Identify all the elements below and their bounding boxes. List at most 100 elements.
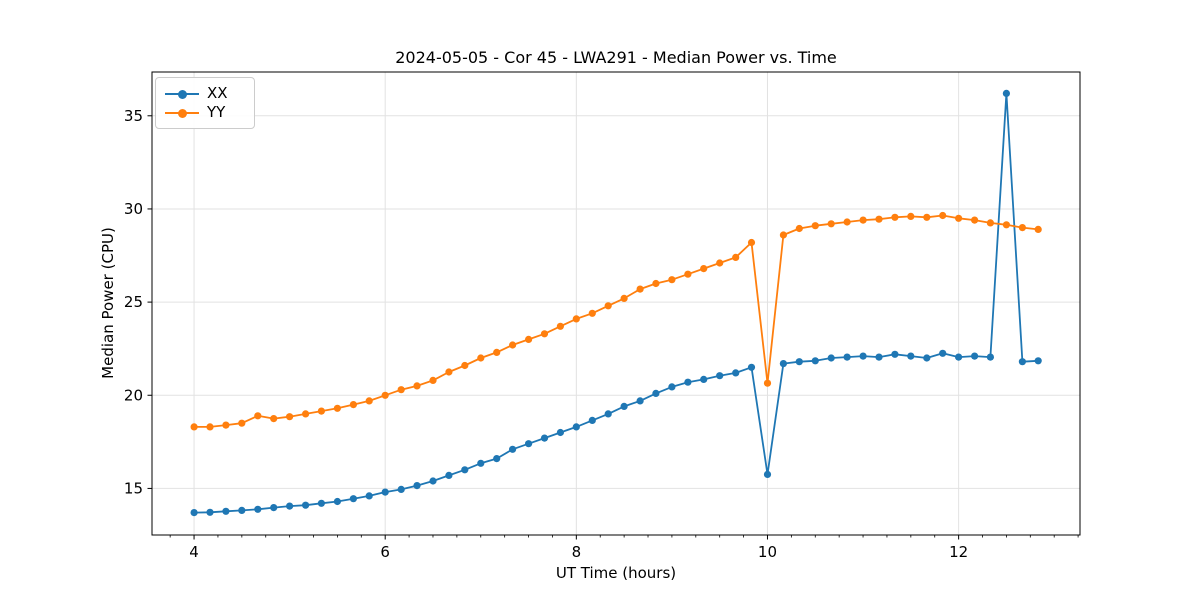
data-point-yy [859,216,867,224]
data-point-yy [461,361,469,370]
data-point-xx [556,428,565,437]
data-point-xx [779,360,788,368]
data-point-yy [238,419,246,427]
data-point-xx [1034,357,1042,365]
data-point-yy [636,285,644,293]
data-point-xx [477,459,485,467]
data-point-xx [652,389,660,397]
data-point-yy [556,322,565,330]
data-point-xx [732,369,740,377]
legend-label-xx: XX [207,84,228,102]
data-point-xx [317,499,325,507]
data-point-yy [477,354,485,362]
data-point-yy [588,309,596,317]
data-point-yy [254,412,262,420]
data-point-yy [397,386,405,394]
data-point-yy [286,413,294,421]
data-point-yy [493,348,501,356]
y-tick-label-35: 35 [124,107,143,125]
data-point-xx [700,375,708,383]
data-point-yy [222,421,230,429]
data-point-xx [525,440,533,448]
data-point-xx [811,357,819,365]
legend-marker-xx [165,89,199,99]
data-point-yy [525,335,533,343]
data-point-xx [939,349,947,357]
data-point-yy [317,407,325,415]
data-point-xx [684,378,692,386]
data-point-yy [700,265,708,273]
data-point-xx [907,352,915,360]
y-tick-label-30: 30 [124,200,143,218]
data-point-yy [508,341,517,349]
data-point-yy [1018,224,1026,232]
y-axis-label: Median Power (CPU) [99,227,117,379]
data-point-xx [843,353,851,361]
data-point-yy [190,423,198,431]
x-tick-label-4: 4 [189,543,199,561]
data-point-yy [445,368,453,376]
data-point-yy [732,253,740,261]
data-point-xx [397,485,405,493]
data-point-yy [986,219,995,227]
legend-label-yy: YY [207,103,226,121]
data-point-yy [540,330,549,338]
data-point-xx [429,477,437,485]
legend-marker-yy [165,108,199,118]
data-point-yy [413,382,421,390]
data-point-yy [875,215,883,223]
data-point-yy [206,423,214,431]
data-point-yy [270,415,278,423]
legend: XX YY [155,77,255,129]
data-point-xx [747,363,756,371]
data-point-xx [986,353,995,361]
y-tick-label-15: 15 [124,479,143,497]
x-tick-label-6: 6 [380,543,390,561]
data-point-yy [604,302,612,310]
data-point-yy [381,391,389,399]
data-point-xx [254,505,262,513]
data-point-xx [716,372,724,380]
data-point-yy [827,220,835,228]
data-point-yy [747,238,756,247]
data-point-xx [365,492,373,500]
data-point-xx [1002,89,1011,97]
data-point-yy [684,270,692,278]
data-point-xx [827,354,835,362]
y-tick-label-25: 25 [124,293,143,311]
data-point-yy [955,214,963,222]
chart-title: 2024-05-05 - Cor 45 - LWA291 - Median Po… [395,48,837,67]
data-point-yy [811,222,819,230]
data-point-yy [302,410,310,418]
data-point-yy [907,212,915,220]
x-tick-label-8: 8 [572,543,582,561]
data-point-xx [875,353,883,361]
data-point-xx [222,507,230,515]
data-point-yy [572,315,580,323]
data-point-xx [493,455,501,463]
data-point-xx [286,502,294,510]
data-point-xx [445,471,453,479]
data-point-xx [540,434,549,442]
legend-item-yy: YY [165,103,244,122]
data-point-xx [381,488,389,496]
data-point-yy [923,213,931,221]
data-point-xx [891,350,899,358]
data-point-yy [1034,225,1042,233]
data-point-xx [206,508,214,516]
data-point-xx [349,495,357,503]
data-point-yy [716,259,724,267]
data-point-yy [795,224,803,233]
data-point-xx [508,445,517,453]
data-point-yy [620,294,628,302]
data-point-xx [604,410,612,418]
data-point-xx [302,501,310,509]
data-point-xx [461,466,469,474]
legend-item-xx: XX [165,84,244,103]
data-point-xx [795,358,803,366]
data-point-xx [270,504,278,512]
x-axis-label: UT Time (hours) [555,564,677,582]
data-point-xx [1018,358,1026,366]
